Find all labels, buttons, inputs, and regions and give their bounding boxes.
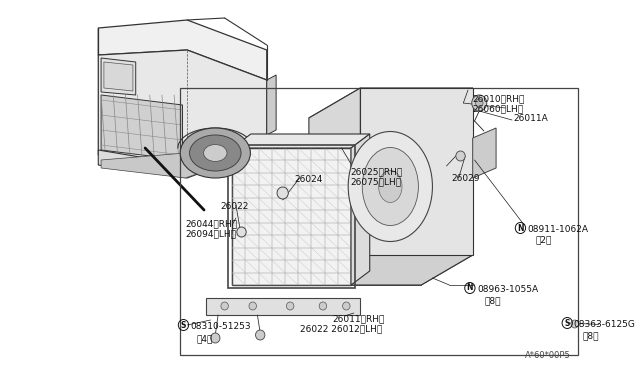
Text: 08911-1062A: 08911-1062A bbox=[527, 225, 588, 234]
Polygon shape bbox=[99, 20, 267, 80]
Text: S: S bbox=[564, 318, 570, 327]
Text: S: S bbox=[180, 321, 186, 330]
Text: 26011（RH）: 26011（RH） bbox=[332, 314, 385, 323]
Circle shape bbox=[221, 302, 228, 310]
Ellipse shape bbox=[180, 128, 250, 178]
Circle shape bbox=[249, 302, 257, 310]
Circle shape bbox=[237, 227, 246, 237]
Polygon shape bbox=[104, 62, 133, 91]
Polygon shape bbox=[99, 50, 267, 165]
Text: （8）: （8） bbox=[485, 296, 501, 305]
Text: 26044（RH）: 26044（RH） bbox=[186, 219, 237, 228]
Text: 08310-51253: 08310-51253 bbox=[190, 322, 251, 331]
Text: 26094（LH）: 26094（LH） bbox=[186, 229, 236, 238]
Circle shape bbox=[476, 99, 483, 107]
Circle shape bbox=[211, 333, 220, 343]
Text: 26022 26012（LH）: 26022 26012（LH） bbox=[300, 324, 382, 333]
Circle shape bbox=[571, 320, 579, 328]
Text: 26010（RH）: 26010（RH） bbox=[473, 94, 525, 103]
Circle shape bbox=[319, 302, 326, 310]
Circle shape bbox=[255, 330, 265, 340]
Ellipse shape bbox=[379, 170, 402, 202]
Circle shape bbox=[342, 302, 350, 310]
Ellipse shape bbox=[362, 148, 419, 225]
Polygon shape bbox=[421, 88, 473, 285]
Circle shape bbox=[472, 95, 487, 111]
Polygon shape bbox=[101, 58, 136, 95]
Polygon shape bbox=[309, 88, 473, 118]
Polygon shape bbox=[473, 128, 496, 178]
Ellipse shape bbox=[348, 131, 433, 241]
Polygon shape bbox=[101, 95, 182, 160]
Circle shape bbox=[456, 151, 465, 161]
Text: 26024: 26024 bbox=[295, 175, 323, 184]
Text: （2）: （2） bbox=[536, 235, 552, 244]
Text: N: N bbox=[467, 283, 473, 292]
Polygon shape bbox=[309, 255, 473, 285]
Polygon shape bbox=[206, 298, 360, 315]
Text: （4）: （4） bbox=[196, 334, 213, 343]
Polygon shape bbox=[267, 75, 276, 135]
Text: （8）: （8） bbox=[582, 331, 598, 340]
Polygon shape bbox=[351, 134, 370, 285]
Circle shape bbox=[277, 187, 288, 199]
Text: 26060（LH）: 26060（LH） bbox=[473, 104, 524, 113]
Text: 26011A: 26011A bbox=[513, 114, 548, 123]
Polygon shape bbox=[99, 135, 267, 178]
Text: 08363-6125G: 08363-6125G bbox=[574, 320, 636, 329]
Polygon shape bbox=[360, 88, 473, 255]
Text: 26025（RH）: 26025（RH） bbox=[350, 167, 403, 176]
Circle shape bbox=[287, 302, 294, 310]
Text: N: N bbox=[517, 224, 524, 232]
Polygon shape bbox=[101, 143, 265, 178]
Text: 26075（LH）: 26075（LH） bbox=[350, 177, 401, 186]
Ellipse shape bbox=[204, 144, 227, 161]
Polygon shape bbox=[232, 148, 351, 285]
Text: 26022: 26022 bbox=[220, 202, 248, 211]
Text: 26029: 26029 bbox=[451, 174, 479, 183]
Polygon shape bbox=[232, 134, 370, 148]
Polygon shape bbox=[309, 88, 360, 285]
Ellipse shape bbox=[189, 135, 241, 171]
Text: 08963-1055A: 08963-1055A bbox=[477, 285, 538, 294]
Text: A*60*00P5: A*60*00P5 bbox=[525, 351, 571, 360]
